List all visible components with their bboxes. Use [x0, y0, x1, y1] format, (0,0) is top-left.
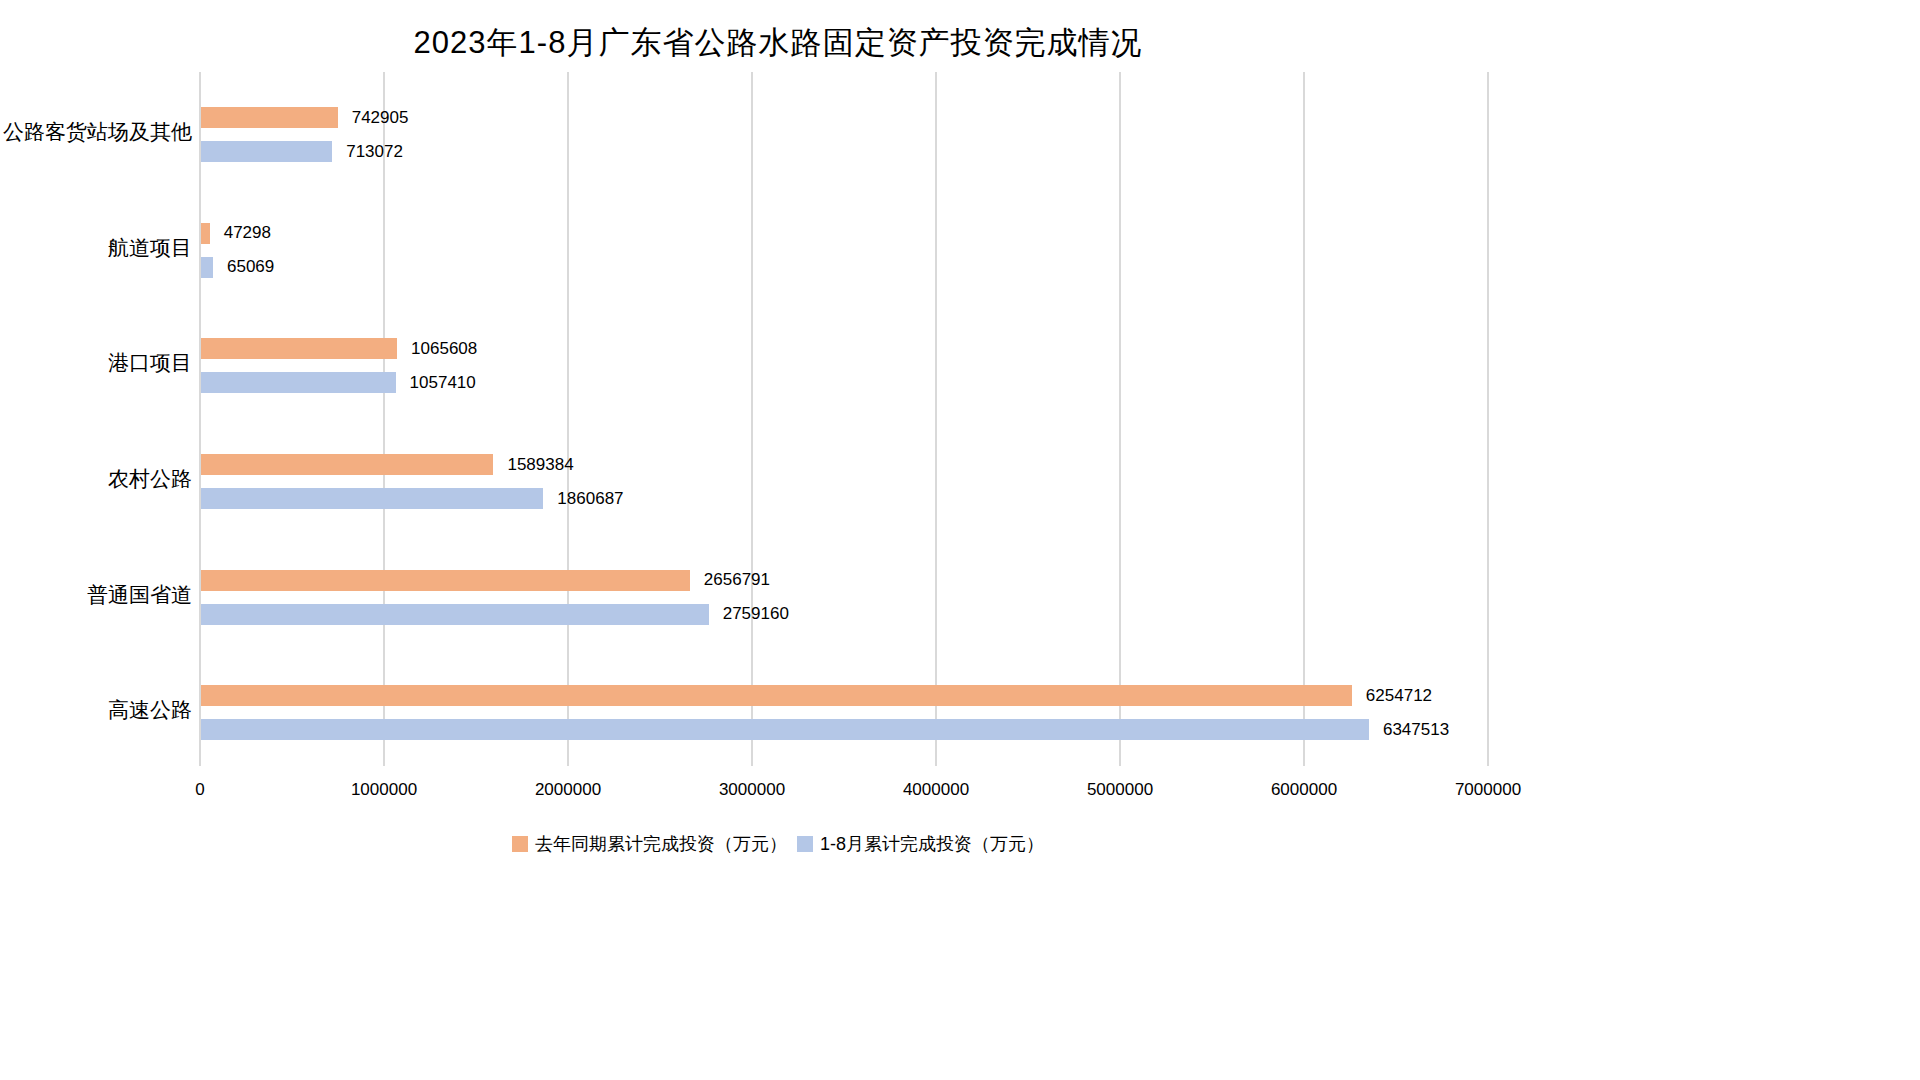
bar-current-period — [201, 604, 709, 625]
x-tick-label: 3000000 — [719, 780, 785, 800]
gridline — [751, 72, 753, 766]
x-tick-label: 0 — [195, 780, 204, 800]
gridline — [567, 72, 569, 766]
gridline — [199, 72, 201, 766]
legend-item-prev-year: 去年同期累计完成投资（万元） — [512, 832, 787, 856]
bar-value-label: 742905 — [352, 108, 409, 128]
bar-prev-year — [201, 338, 397, 359]
bar-current-period — [201, 141, 332, 162]
category-label: 港口项目 — [0, 349, 192, 377]
legend: 去年同期累计完成投资（万元） 1-8月累计完成投资（万元） — [0, 832, 1556, 856]
x-tick-label: 7000000 — [1455, 780, 1521, 800]
category-label: 航道项目 — [0, 234, 192, 262]
x-tick-label: 2000000 — [535, 780, 601, 800]
bar-current-period — [201, 719, 1369, 740]
bar-value-label: 1057410 — [410, 373, 476, 393]
category-label: 高速公路 — [0, 696, 192, 724]
bar-prev-year — [201, 685, 1352, 706]
gridline — [1303, 72, 1305, 766]
bar-prev-year — [201, 223, 210, 244]
bar-value-label: 6254712 — [1366, 686, 1432, 706]
bar-value-label: 713072 — [346, 142, 403, 162]
bar-prev-year — [201, 454, 493, 475]
bar-value-label: 1860687 — [557, 489, 623, 509]
x-tick-label: 6000000 — [1271, 780, 1337, 800]
bar-value-label: 2759160 — [723, 604, 789, 624]
x-tick-label: 5000000 — [1087, 780, 1153, 800]
gridline — [383, 72, 385, 766]
gridline — [1487, 72, 1489, 766]
x-tick-label: 4000000 — [903, 780, 969, 800]
bar-value-label: 6347513 — [1383, 720, 1449, 740]
bar-current-period — [201, 488, 543, 509]
bar-prev-year — [201, 107, 338, 128]
legend-swatch-icon — [797, 836, 813, 852]
bar-current-period — [201, 372, 396, 393]
category-label: 普通国省道 — [0, 581, 192, 609]
category-label: 农村公路 — [0, 465, 192, 493]
bar-prev-year — [201, 570, 690, 591]
category-label: 公路客货站场及其他 — [0, 118, 192, 146]
bar-current-period — [201, 257, 213, 278]
legend-label: 1-8月累计完成投资（万元） — [820, 832, 1044, 856]
gridline — [935, 72, 937, 766]
legend-label: 去年同期累计完成投资（万元） — [535, 832, 787, 856]
bar-value-label: 1589384 — [507, 455, 573, 475]
bar-value-label: 47298 — [224, 223, 271, 243]
chart-title: 2023年1-8月广东省公路水路固定资产投资完成情况 — [0, 22, 1556, 64]
bar-value-label: 2656791 — [704, 570, 770, 590]
x-tick-label: 1000000 — [351, 780, 417, 800]
bar-value-label: 65069 — [227, 257, 274, 277]
legend-swatch-icon — [512, 836, 528, 852]
legend-item-current-period: 1-8月累计完成投资（万元） — [797, 832, 1044, 856]
gridline — [1119, 72, 1121, 766]
chart-canvas: 2023年1-8月广东省公路水路固定资产投资完成情况 0 1000000 20000… — [0, 0, 1920, 1080]
bar-value-label: 1065608 — [411, 339, 477, 359]
